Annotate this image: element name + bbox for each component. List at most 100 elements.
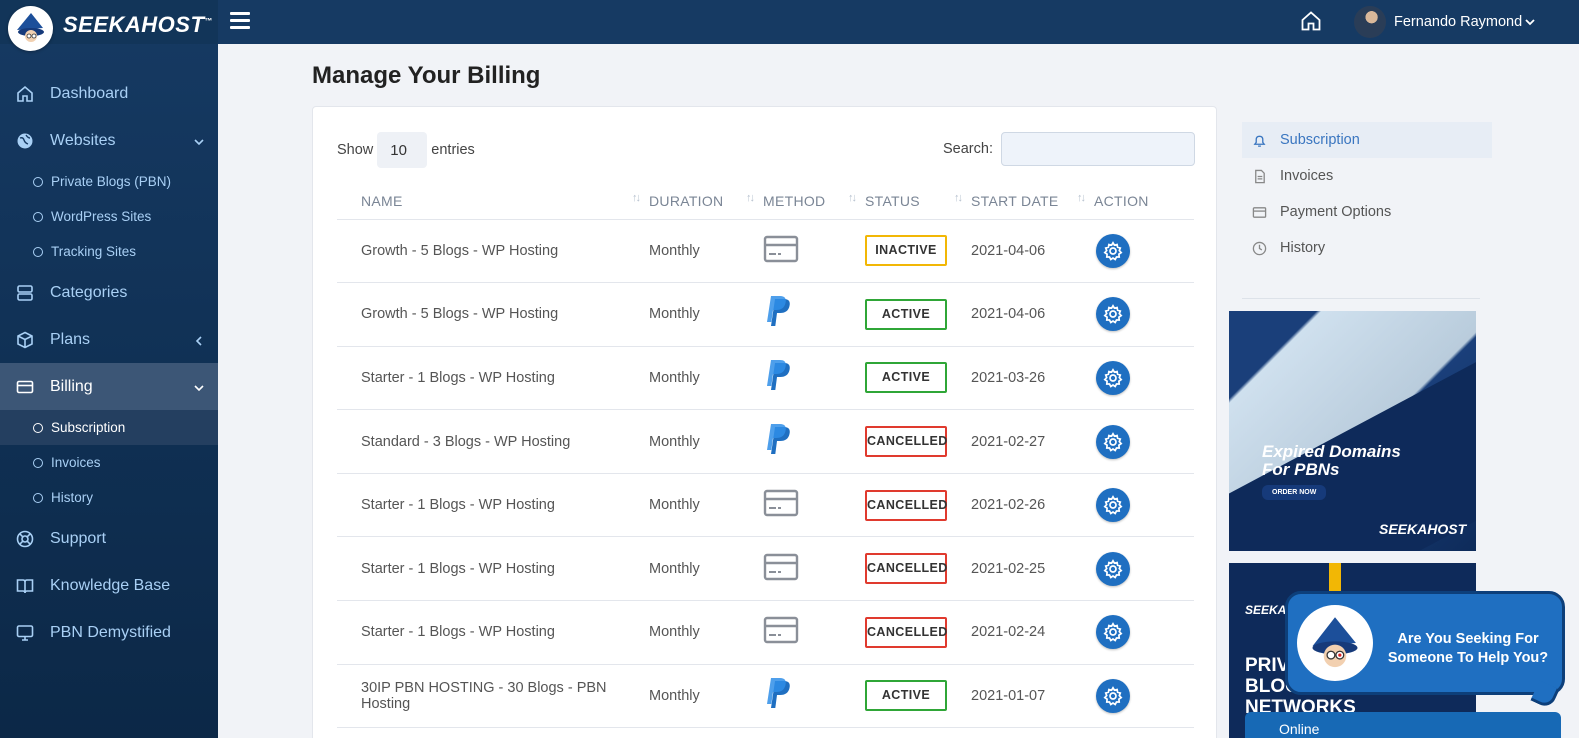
column-header-name[interactable]: NAME ↑↓ bbox=[337, 183, 649, 220]
settings-gear-button[interactable] bbox=[1096, 551, 1130, 586]
status-badge: INACTIVE bbox=[865, 235, 947, 267]
gear-icon bbox=[1103, 495, 1123, 515]
entries-select[interactable]: 10 bbox=[377, 132, 428, 168]
sidebar-item-dashboard[interactable]: Dashboard bbox=[0, 70, 218, 117]
settings-gear-button[interactable] bbox=[1096, 424, 1130, 459]
sidebar-subitem-label: Tracking Sites bbox=[51, 244, 137, 259]
sidebar-item-support[interactable]: Support bbox=[0, 515, 218, 562]
sidebar-item-label: Support bbox=[50, 529, 107, 547]
settings-gear-button[interactable] bbox=[1096, 297, 1130, 332]
brand[interactable]: SEEKAHOST™ bbox=[0, 0, 218, 51]
subnav-history[interactable]: History bbox=[1242, 230, 1492, 266]
column-header-method[interactable]: METHOD ↑↓ bbox=[763, 183, 865, 220]
cell-name: Growth - 5 Blogs - WP Hosting bbox=[337, 282, 649, 347]
ad-order-now-button[interactable]: ORDER NOW bbox=[1262, 485, 1327, 500]
subnav-invoices[interactable]: Invoices bbox=[1242, 158, 1492, 194]
settings-gear-button[interactable] bbox=[1096, 233, 1130, 268]
circle-icon bbox=[33, 246, 43, 257]
sidebar-item-label: Categories bbox=[50, 283, 128, 301]
cell-name: Starter - 1 Blogs - WP Hosting bbox=[337, 346, 649, 411]
menu-toggle-icon[interactable] bbox=[230, 12, 250, 30]
sidebar-subitem-label: Invoices bbox=[51, 455, 101, 470]
cell-status: INACTIVE bbox=[865, 219, 971, 284]
status-badge: CANCELLED bbox=[865, 616, 947, 648]
settings-gear-button[interactable] bbox=[1096, 360, 1130, 395]
entries-length-control: Show 10 entries bbox=[337, 132, 475, 168]
settings-gear-button[interactable] bbox=[1096, 615, 1130, 650]
home-icon bbox=[16, 85, 34, 103]
sidebar-item-label: Knowledge Base bbox=[50, 576, 171, 594]
sidebar-subitem-subscription[interactable]: Subscription bbox=[0, 410, 218, 445]
cell-method bbox=[763, 600, 865, 665]
chat-status-bar[interactable]: Online bbox=[1245, 712, 1561, 738]
subnav-label: Subscription bbox=[1280, 132, 1360, 148]
chevron-down-icon bbox=[1525, 19, 1535, 26]
circle-icon bbox=[33, 492, 43, 503]
settings-gear-button[interactable] bbox=[1096, 678, 1130, 713]
sidebar-item-label: PBN Demystified bbox=[50, 623, 171, 641]
billing-subnav: Subscription Invoices Payment Options Hi… bbox=[1242, 122, 1492, 266]
cell-start-date: 2021-03-26 bbox=[971, 346, 1094, 411]
home-icon[interactable] bbox=[1300, 10, 1322, 37]
ad-headline: Expired Domains For PBNs bbox=[1262, 442, 1401, 479]
sidebar-item-categories[interactable]: Categories bbox=[0, 269, 218, 316]
paypal-icon bbox=[763, 295, 793, 329]
gear-icon bbox=[1103, 304, 1123, 325]
column-header-action: ACTION bbox=[1094, 183, 1194, 220]
table-row: Starter - 1 Blogs - WP Hosting Monthly CAN… bbox=[337, 536, 1194, 602]
column-header-duration[interactable]: DURATION ↑↓ bbox=[649, 183, 763, 220]
chat-widget-bubble[interactable]: Are You Seeking For Someone To Help You? bbox=[1285, 591, 1565, 710]
circle-icon bbox=[33, 457, 43, 468]
user-menu[interactable]: Fernando Raymond bbox=[1354, 6, 1535, 38]
sidebar-item-websites[interactable]: Websites bbox=[0, 117, 218, 164]
cell-status: CANCELLED bbox=[865, 473, 971, 538]
sidebar-subitem-tracking-sites[interactable]: Tracking Sites bbox=[0, 234, 218, 269]
sidebar-subitem-history[interactable]: History bbox=[0, 480, 218, 515]
cell-action bbox=[1094, 409, 1194, 474]
sidebar-nav: Dashboard Websites Private Blogs (PBN) W… bbox=[0, 70, 218, 656]
sidebar-subitem-invoices[interactable]: Invoices bbox=[0, 445, 218, 480]
sidebar-item-pbn-demystified[interactable]: PBN Demystified bbox=[0, 609, 218, 656]
cell-duration: Monthly bbox=[649, 346, 763, 411]
credit-card-icon bbox=[763, 235, 799, 263]
sidebar-item-label: Dashboard bbox=[50, 84, 129, 102]
sidebar-item-knowledge-base[interactable]: Knowledge Base bbox=[0, 562, 218, 609]
cell-method bbox=[763, 536, 865, 602]
status-badge: ACTIVE bbox=[865, 298, 947, 330]
sidebar-subitem-wordpress-sites[interactable]: WordPress Sites bbox=[0, 199, 218, 234]
subscriptions-card: Show 10 entries Search: NAME ↑↓ DURATION ↑… bbox=[312, 106, 1217, 738]
table-row: Starter - 1 Blogs - WP Hosting Monthly CAN… bbox=[337, 473, 1194, 538]
mascot-logo-icon bbox=[8, 5, 53, 51]
cell-action bbox=[1094, 219, 1194, 284]
package-icon bbox=[16, 331, 34, 349]
cell-status: ACTIVE bbox=[865, 664, 971, 729]
entries-label: entries bbox=[431, 142, 475, 158]
subnav-subscription[interactable]: Subscription bbox=[1242, 122, 1492, 158]
column-header-status[interactable]: STATUS ↑↓ bbox=[865, 183, 971, 220]
lifebuoy-icon bbox=[16, 530, 34, 548]
search-input[interactable] bbox=[1000, 132, 1195, 166]
gear-icon bbox=[1103, 558, 1123, 579]
chevron-left-icon bbox=[194, 333, 204, 351]
sidebar-item-billing[interactable]: Billing bbox=[0, 363, 218, 410]
sidebar-subitem-private-blogs[interactable]: Private Blogs (PBN) bbox=[0, 164, 218, 199]
globe-icon bbox=[16, 132, 34, 150]
sort-icon: ↑↓ bbox=[1077, 192, 1086, 204]
cell-method bbox=[763, 219, 865, 284]
sidebar-item-label: Billing bbox=[50, 377, 93, 395]
cell-start-date: 2021-02-25 bbox=[971, 536, 1094, 602]
cell-method bbox=[763, 346, 865, 411]
settings-gear-button[interactable] bbox=[1096, 488, 1130, 523]
sidebar-item-plans[interactable]: Plans bbox=[0, 316, 218, 363]
cell-action bbox=[1094, 536, 1194, 602]
cell-status: CANCELLED bbox=[865, 536, 971, 602]
ad-banner-expired-domains[interactable]: Expired Domains For PBNs ORDER NOW SEEKAH… bbox=[1229, 311, 1476, 551]
cell-name: Growth - 5 Blogs - WP Hosting bbox=[337, 219, 649, 284]
document-icon bbox=[1252, 169, 1268, 184]
cell-method bbox=[763, 282, 865, 347]
column-header-start-date[interactable]: START DATE ↑↓ bbox=[971, 183, 1094, 220]
search-control: Search: bbox=[943, 132, 1195, 166]
credit-card-icon bbox=[763, 489, 799, 517]
sort-icon: ↑↓ bbox=[954, 192, 963, 204]
subnav-payment-options[interactable]: Payment Options bbox=[1242, 194, 1492, 230]
